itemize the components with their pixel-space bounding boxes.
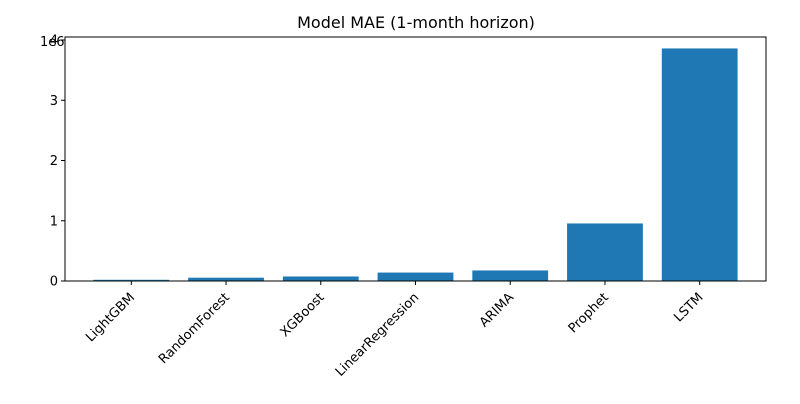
- x-tick-label-lightgbm: LightGBM: [83, 290, 138, 345]
- bar-arima: [472, 270, 549, 281]
- x-tick-label-arima: ARIMA: [477, 290, 517, 330]
- bar-prophet: [567, 223, 643, 281]
- bar-linearregression: [377, 272, 454, 281]
- y-axis-scale-label: 1e6: [40, 35, 65, 50]
- x-tick-label-xgboost: XGBoost: [278, 290, 328, 340]
- bar-lightgbm: [93, 279, 170, 281]
- y-tick-label-4: 4: [50, 34, 58, 49]
- x-tick-label-lstm: LSTM: [671, 290, 706, 325]
- chart-title: Model MAE (1-month horizon): [297, 13, 535, 32]
- bar-xgboost: [282, 276, 359, 281]
- y-tick-label-0: 0: [50, 275, 58, 290]
- y-tick-label-3: 3: [50, 94, 58, 109]
- x-tick-label-linearregression: LinearRegression: [333, 290, 422, 379]
- y-tick-label-2: 2: [50, 154, 58, 169]
- bar-randomforest: [188, 277, 264, 281]
- y-axis: 0 1 2 3 4: [50, 34, 65, 290]
- x-tick-label-prophet: Prophet: [566, 290, 612, 336]
- y-tick-label-1: 1: [50, 214, 58, 229]
- bars-group: [93, 48, 738, 281]
- x-axis: LightGBM RandomForest XGBoost LinearRegress…: [83, 281, 707, 380]
- x-tick-label-randomforest: RandomForest: [156, 290, 233, 367]
- plot-frame: [64, 36, 767, 282]
- bar-lstm: [661, 48, 738, 281]
